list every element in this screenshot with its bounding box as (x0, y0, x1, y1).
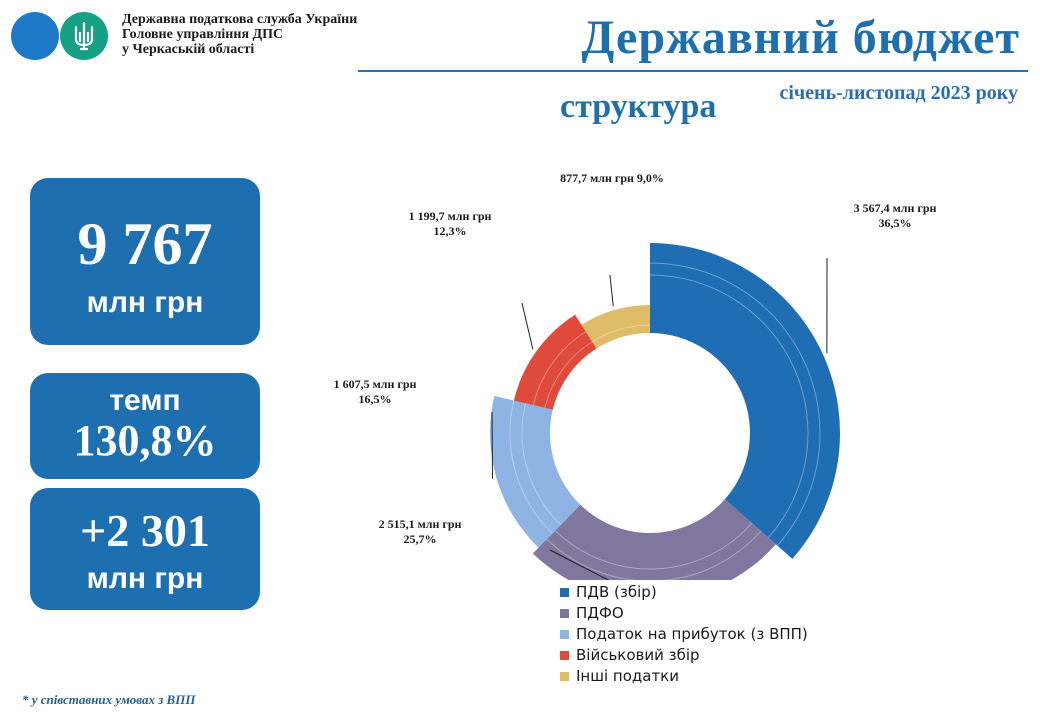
kpi-total-unit: млн грн (86, 286, 204, 319)
legend-swatch-4 (560, 651, 569, 660)
legend-item-4: Військовий збір (560, 645, 808, 666)
chart-leader-lines (491, 257, 828, 580)
slice-2 (532, 499, 776, 580)
legend-swatch-2 (560, 609, 569, 618)
slice-ring-5-1 (591, 324, 651, 343)
chart-slices (490, 243, 841, 580)
trident-icon (60, 12, 108, 60)
leader-line-4 (521, 302, 534, 350)
kpi-total-value: 9 767 (77, 211, 213, 277)
slice-ring-1-2 (649, 274, 809, 538)
title-divider (358, 70, 1028, 72)
organization-name: Державна податкова служба України Головн… (122, 12, 357, 57)
slice-ring-3-1 (509, 400, 553, 534)
slice-percent-label-1: 36,5% (879, 216, 912, 230)
slice-ring-3-2 (521, 403, 562, 526)
legend-item-1: ПДВ (збір) (560, 582, 808, 603)
kpi-delta-value: +2 301 (80, 505, 210, 556)
slice-percent-label-4: 12,3% (434, 224, 467, 238)
legend-swatch-1 (560, 588, 569, 597)
slice-ring-4-2 (544, 341, 593, 409)
slice-value-label-1: 3 567,4 млн грн (854, 201, 937, 215)
kpi-delta-unit: млн грн (86, 562, 204, 595)
page-subtitle: структура (560, 88, 717, 125)
period-label: січень-листопад 2023 року (779, 82, 1018, 104)
logo-circle-blue (11, 12, 59, 60)
chart-legend: ПДВ (збір) ПДФО Податок на прибуток (з ВПП… (560, 582, 808, 687)
slice-value-label-3: 1 607,5 млн грн (334, 377, 417, 391)
legend-label-3: Податок на прибуток (з ВПП) (576, 625, 808, 643)
slice-percent-label-3: 16,5% (359, 392, 392, 406)
legend-label-1: ПДВ (збір) (576, 583, 657, 601)
leader-line-2 (549, 549, 610, 580)
slice-percent-label-2: 25,7% (404, 532, 437, 546)
page-title: Державний бюджет (581, 11, 1020, 64)
legend-swatch-5 (560, 672, 569, 681)
kpi-rate-value: 130,8% (73, 416, 217, 465)
slice-ring-2-2 (554, 522, 753, 570)
slice-ring-1-1 (649, 262, 821, 546)
leader-line-3 (491, 411, 494, 479)
leader-line-5 (609, 274, 614, 307)
kpi-rate-card: темп 130,8% (30, 373, 260, 479)
kpi-rate-label: темп (109, 384, 181, 417)
slice-5 (581, 305, 650, 349)
kpi-delta-card: +2 301 млн грн (30, 488, 260, 610)
slice-ring-4-1 (532, 331, 587, 406)
slice-value-label-4: 1 199,7 млн грн (409, 209, 492, 223)
org-line-1: Державна податкова служба України (122, 12, 358, 27)
slice-4 (513, 314, 597, 410)
legend-item-5: Інші податки (560, 666, 808, 687)
org-line-3: у Черкаській області (122, 42, 255, 57)
legend-item-2: ПДФО (560, 603, 808, 624)
slice-3 (490, 395, 581, 548)
slice-ring-2-1 (546, 530, 762, 580)
org-line-2: Головне управління ДПС (122, 27, 284, 42)
legend-label-2: ПДФО (576, 604, 624, 622)
legend-item-3: Податок на прибуток (з ВПП) (560, 624, 808, 645)
slice-1 (650, 243, 841, 559)
kpi-total-card: 9 767 млн грн (30, 178, 260, 345)
legend-swatch-3 (560, 630, 569, 639)
footnote: * у співставних умовах з ВПП (22, 692, 196, 707)
slice-value-label-5: 877,7 млн грн 9,0% (560, 171, 664, 185)
slice-value-label-2: 2 515,1 млн грн (379, 517, 462, 531)
legend-label-4: Військовий збір (576, 646, 700, 664)
legend-label-5: Інші податки (576, 667, 679, 685)
